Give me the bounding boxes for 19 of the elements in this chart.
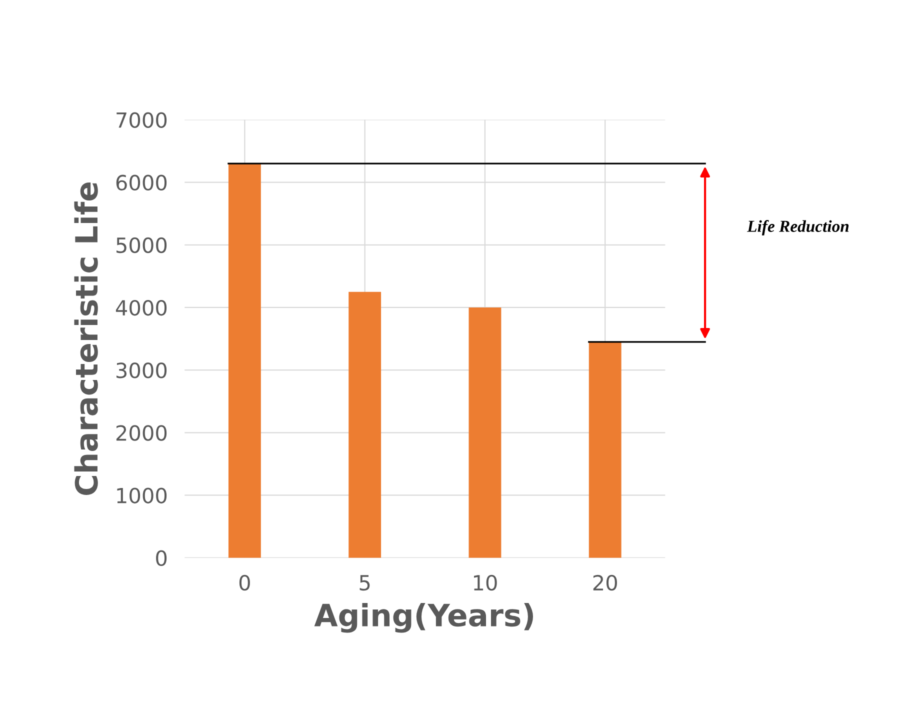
y-tick-label: 0 (156, 550, 167, 566)
y-tick-label: 7000 (116, 112, 167, 128)
bar (588, 342, 622, 558)
y-tick-label: 5000 (116, 237, 167, 254)
x-tick-label: 10 (474, 574, 497, 591)
y-axis-title: Characteristic Life (74, 182, 98, 495)
y-tick-label: 1000 (117, 488, 167, 504)
x-tick-label: 20 (593, 574, 617, 591)
bar (348, 292, 382, 558)
x-tick-label: 0 (239, 574, 250, 591)
bar (468, 307, 502, 558)
y-tick-label: 2000 (116, 425, 167, 441)
y-tick-label: 4000 (116, 300, 167, 316)
y-tick-label: 3000 (116, 362, 167, 378)
y-tick-label: 6000 (116, 174, 167, 191)
x-tick-label: 5 (360, 575, 370, 591)
bar (228, 164, 261, 558)
text: Life Reduction (746, 220, 849, 236)
x-axis-title: Aging(Years) (314, 602, 534, 633)
